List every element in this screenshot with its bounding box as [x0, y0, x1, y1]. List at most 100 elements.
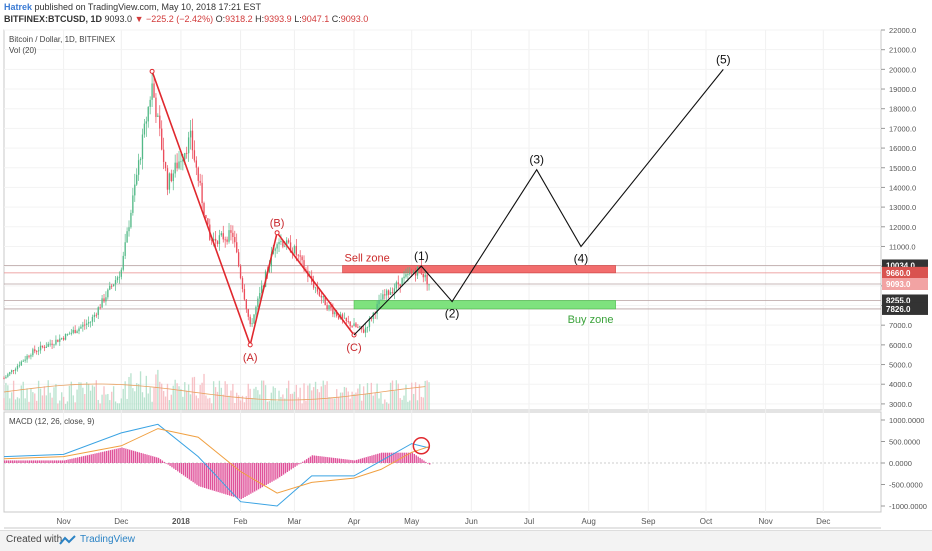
candle-body — [384, 294, 386, 296]
volume-bar — [132, 388, 134, 410]
volume-bar — [314, 381, 317, 410]
volume-bar — [274, 387, 276, 410]
macd-histogram-bar — [338, 458, 340, 463]
macd-histogram-bar — [429, 463, 431, 465]
tradingview-brand[interactable]: TradingView — [80, 534, 136, 545]
volume-bar — [316, 389, 319, 410]
volume-bar — [136, 383, 138, 410]
volume-bar — [12, 380, 15, 410]
macd-histogram-bar — [363, 457, 365, 463]
macd-histogram-bar — [346, 459, 348, 463]
volume-bar — [59, 400, 61, 410]
volume-bar — [11, 392, 13, 410]
candle-body — [82, 324, 84, 327]
macd-histogram-bar — [121, 447, 123, 463]
candle-body — [303, 260, 305, 270]
volume-bar — [16, 397, 19, 410]
wave-label: (A) — [243, 352, 258, 364]
candle-body — [159, 115, 161, 129]
author-name[interactable]: Hatrek — [4, 2, 33, 12]
macd-histogram-bar — [330, 457, 333, 463]
volume-bar — [51, 397, 53, 410]
macd-histogram-bar — [209, 463, 212, 490]
macd-histogram-bar — [423, 460, 425, 463]
candle-body — [330, 305, 332, 309]
down-arrow-icon: ▼ — [134, 14, 144, 24]
publish-line: Hatrek published on TradingView.com, May… — [4, 1, 261, 13]
macd-histogram-bar — [319, 456, 321, 463]
candle-body — [247, 309, 249, 317]
macd-histogram-bar — [313, 455, 315, 463]
macd-histogram-bar — [80, 456, 83, 463]
volume-bar — [382, 403, 384, 410]
x-tick-label: Nov — [758, 517, 772, 526]
macd-histogram-bar — [115, 448, 117, 463]
volume-bar — [22, 381, 24, 410]
candle-body — [249, 316, 251, 325]
price-chart[interactable]: Nov Dec 2018 Feb Mar Apr May Jun Jul Aug Sep Oct Nov… — [0, 28, 932, 530]
volume-bar — [349, 398, 351, 410]
macd-histogram-bar — [227, 463, 229, 496]
candle-body — [245, 299, 248, 310]
candle-body — [195, 160, 197, 168]
macd-histogram-bar — [215, 463, 217, 492]
volume-bar — [57, 403, 59, 410]
volume-bar — [243, 402, 246, 410]
macd-histogram-bar — [27, 460, 29, 463]
macd-histogram-bar — [184, 463, 187, 477]
macd-histogram-bar — [15, 460, 17, 463]
volume-bar — [155, 374, 157, 410]
candle-body — [237, 252, 240, 267]
macd-tick-label: 0.0000 — [889, 459, 912, 468]
volume-bar — [384, 399, 386, 410]
candle-body — [241, 278, 244, 289]
macd-histogram-bar — [279, 463, 281, 478]
volume-bar — [45, 395, 47, 410]
macd-histogram-bar — [155, 457, 158, 463]
candle-body — [312, 281, 315, 288]
volume-bar — [378, 398, 380, 410]
volume-bar — [93, 386, 96, 410]
macd-histogram-bar — [327, 457, 329, 463]
candle-body — [320, 295, 323, 298]
macd-histogram-bar — [427, 463, 429, 464]
volume-bar — [322, 380, 324, 410]
volume-bar — [207, 398, 209, 410]
candle-body — [172, 173, 174, 182]
candle-body — [222, 233, 224, 240]
macd-histogram-bar — [305, 459, 308, 463]
macd-histogram-bar — [71, 458, 73, 463]
volume-bar — [122, 388, 124, 410]
volume-bar — [195, 395, 197, 410]
macd-histogram-bar — [194, 463, 196, 484]
macd-histogram-bar — [190, 463, 192, 481]
candle-body — [251, 323, 253, 325]
volume-bar — [236, 392, 238, 410]
macd-histogram-bar — [40, 460, 42, 463]
volume-bar — [159, 381, 161, 410]
volume-bar — [84, 394, 86, 410]
volume-bar — [299, 387, 301, 410]
volume-bar — [234, 402, 236, 410]
macd-histogram-bar — [23, 460, 25, 463]
candle-body — [287, 240, 290, 243]
volume-bar — [55, 384, 57, 410]
volume-bar — [37, 380, 40, 410]
candle-body — [232, 232, 234, 237]
volume-bar — [345, 387, 348, 410]
volume-bar — [182, 396, 184, 410]
candle-body — [20, 361, 22, 366]
volume-bar — [245, 396, 248, 410]
macd-histogram-bar — [186, 463, 189, 479]
volume-bar — [374, 392, 376, 410]
macd-histogram-bar — [271, 463, 273, 482]
candle-body — [78, 328, 80, 332]
volume-bar — [111, 391, 113, 410]
macd-histogram-bar — [102, 451, 104, 463]
y-tick-label: 13000.0 — [889, 203, 916, 212]
macd-histogram-bar — [240, 463, 242, 500]
macd-histogram-bar — [46, 460, 48, 463]
candle-body — [122, 255, 124, 270]
macd-histogram-bar — [277, 463, 279, 479]
macd-histogram-bar — [275, 463, 277, 480]
